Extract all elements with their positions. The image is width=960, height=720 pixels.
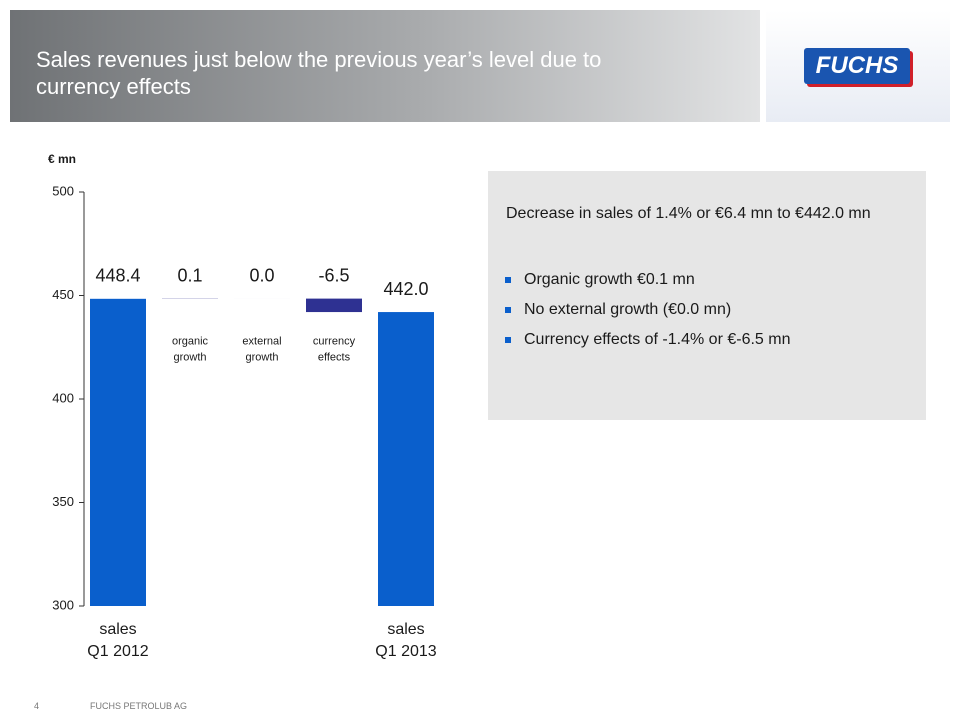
footer-company: FUCHS PETROLUB AG (90, 701, 188, 711)
bar (378, 312, 434, 606)
bullet: Currency effects of -1.4% or €-6.5 mn (502, 331, 790, 349)
value-label: 0.1 (177, 265, 202, 285)
value-label: 0.0 (249, 265, 274, 285)
y-tick-label: 350 (52, 494, 74, 509)
x-tick-label: sales (387, 621, 424, 638)
header: Sales revenues just below the previous y… (10, 10, 760, 122)
text-heading: Decrease in sales of 1.4% or €6.4 mn to … (506, 205, 871, 222)
value-label: -6.5 (318, 265, 349, 285)
value-label: 442.0 (383, 279, 428, 299)
bar (306, 298, 362, 313)
logo: FUCHS (804, 48, 910, 84)
bullet: Organic growth €0.1 mn (502, 271, 790, 289)
page-number: 4 (34, 701, 40, 711)
y-tick-label: 300 (52, 597, 74, 612)
y-tick-label: 500 (52, 183, 74, 198)
x-tick-label: growth (173, 352, 206, 364)
bullet: No external growth (€0.0 mn) (502, 301, 790, 319)
value-label: 448.4 (95, 266, 140, 286)
logo-box: FUCHS (766, 10, 950, 122)
text-box: Decrease in sales of 1.4% or €6.4 mn to … (488, 171, 926, 420)
title: Sales revenues just below the previous y… (36, 47, 602, 99)
bullet-list: Organic growth €0.1 mn No external growt… (502, 271, 790, 361)
y-tick-label: 450 (52, 287, 74, 302)
x-tick-label: effects (318, 352, 351, 364)
x-tick-label: organic (172, 336, 209, 348)
x-tick-label: currency (313, 336, 356, 348)
x-tick-label: Q1 2012 (87, 643, 148, 660)
y-tick-label: 400 (52, 390, 74, 405)
x-tick-label: external (242, 336, 281, 348)
y-axis-label: € mn (48, 152, 76, 166)
bar (90, 298, 146, 606)
chart: € mn 300 350 400 450 500 448.4 sales Q1 2012 0.1… (48, 152, 437, 660)
x-tick-label: growth (245, 352, 278, 364)
x-tick-label: Q1 2013 (375, 643, 436, 660)
x-tick-label: sales (99, 621, 136, 638)
